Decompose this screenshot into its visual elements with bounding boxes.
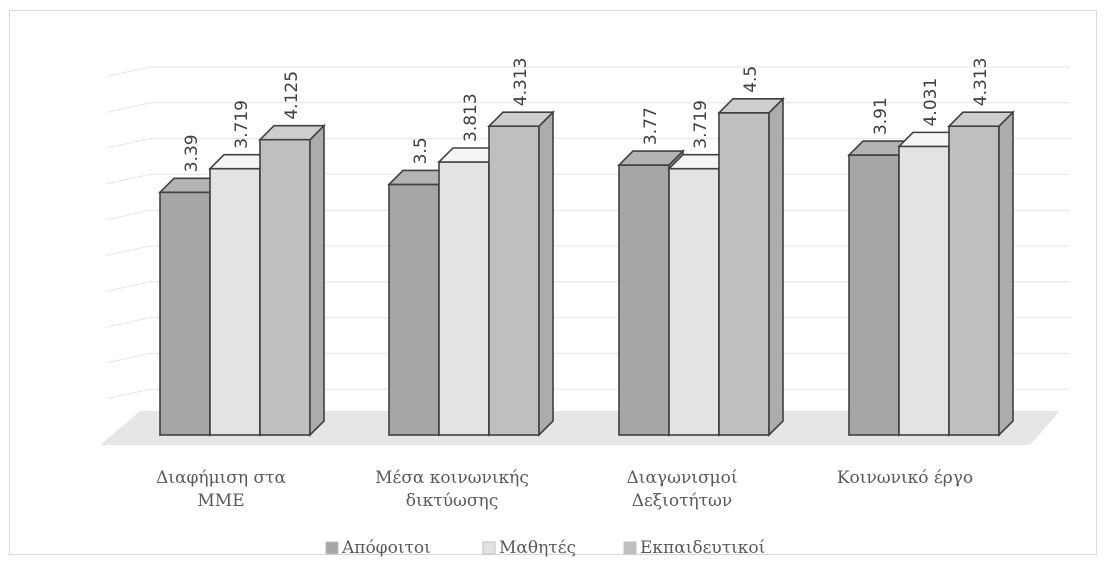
bar-top: [487, 111, 555, 127]
data-label: 3.39: [182, 134, 202, 172]
category-labels: Διαφήμιση στα ΜΜΕ Μέσα κοινωνικής δικτύωσης…: [156, 468, 973, 511]
bar-front: [438, 161, 490, 436]
category-label-line: Δεξιοτήτων: [632, 491, 733, 511]
floor-plane: [100, 411, 1060, 445]
data-label: 4.5: [741, 66, 761, 93]
bar: [487, 110, 555, 437]
legend-swatch: [482, 541, 496, 555]
category-label: Διαφήμιση στα ΜΜΕ: [156, 468, 286, 511]
data-label: 3.813: [461, 93, 481, 142]
data-label: 3.91: [871, 97, 891, 135]
bar-top: [258, 124, 326, 141]
category-label: Κοινωνικό έργο: [837, 468, 973, 488]
bar-top: [947, 111, 1015, 127]
legend-label: Μαθητές: [499, 538, 576, 558]
bar-top: [617, 150, 685, 166]
bar-front: [948, 125, 1000, 436]
bar-front: [668, 167, 720, 436]
gridline: [103, 173, 151, 185]
bar-side: [309, 123, 325, 437]
category-label: Μέσα κοινωνικής δικτύωσης: [375, 468, 529, 511]
legend: Απόφοιτοι Μαθητές Εκπαιδευτικοί: [325, 538, 765, 558]
data-label: 4.313: [971, 58, 991, 107]
bar-side: [768, 96, 784, 437]
category-label-line: Μέσα κοινωνικής: [375, 468, 529, 488]
gridline: [103, 245, 151, 257]
gridline: [103, 66, 151, 78]
gridline: [103, 388, 151, 400]
legend-swatch: [623, 541, 637, 555]
category-label-line: ΜΜΕ: [197, 491, 244, 511]
legend-label: Απόφοιτοι: [341, 538, 431, 558]
data-label: 3.77: [641, 107, 661, 145]
bar-front: [618, 164, 670, 436]
bar-front: [209, 167, 261, 436]
category-label: Διαγωνισμοί Δεξιοτήτων: [627, 468, 738, 511]
data-label: 4.031: [921, 78, 941, 127]
data-label: 3.5: [411, 137, 431, 164]
gridline: [103, 281, 151, 293]
data-label: 4.125: [282, 71, 302, 120]
category-label-line: Κοινωνικό έργο: [837, 468, 973, 488]
bar-side: [998, 110, 1014, 437]
data-label: 4.313: [511, 58, 531, 107]
category-label-line: δικτύωσης: [406, 491, 498, 511]
data-labels: 3.39 3.5 3.77 3.91 3.719 3.813 3.719 4.031 4.125…: [182, 58, 991, 173]
bar-front: [848, 154, 900, 436]
chart-border: [9, 10, 1097, 555]
bar-front: [388, 183, 440, 436]
bar: [258, 123, 326, 437]
data-label: 3.719: [232, 100, 252, 149]
bar-front: [159, 191, 211, 436]
bar-side: [538, 110, 554, 437]
bar-front: [898, 145, 950, 436]
legend-label: Εκπαιδευτικοί: [640, 538, 765, 558]
bar-front: [718, 112, 770, 436]
bar-top: [717, 98, 785, 114]
bar-front: [259, 138, 311, 436]
bar: [947, 110, 1015, 437]
gridline: [103, 209, 151, 221]
gridline: [103, 138, 151, 150]
gridline: [103, 102, 151, 114]
legend-swatch: [325, 541, 339, 555]
category-label-line: Διαγωνισμοί: [627, 468, 738, 488]
bar-front: [488, 125, 540, 436]
category-label-line: Διαφήμιση στα: [156, 468, 286, 488]
gridline: [103, 352, 151, 364]
data-label: 3.719: [691, 100, 711, 149]
bar: [717, 96, 785, 437]
bars: [158, 96, 1015, 437]
gridline: [103, 317, 151, 329]
